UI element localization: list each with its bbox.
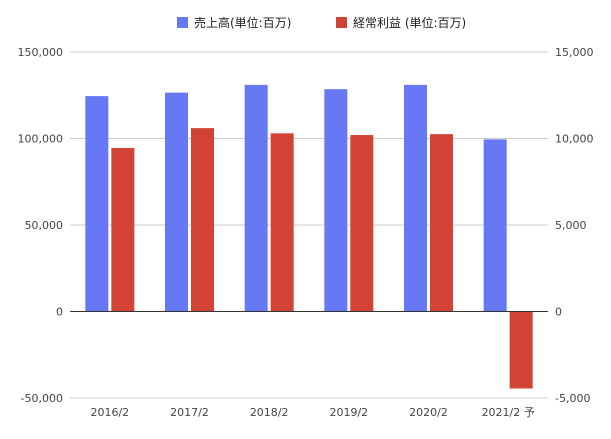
right-tick-label: 10,000 <box>555 133 594 146</box>
x-tick-label: 2016/2 <box>90 406 129 419</box>
bar-profit <box>111 148 135 312</box>
bar-profit <box>430 134 453 312</box>
left-tick-label: 150,000 <box>18 46 64 59</box>
right-tick-label: 0 <box>555 306 562 319</box>
bar-revenue <box>404 84 427 312</box>
bars <box>85 84 533 389</box>
bar-profit <box>270 133 294 312</box>
x-tick-label: 2018/2 <box>250 406 289 419</box>
bar-revenue <box>483 139 507 312</box>
legend-label-profit: 経常利益 (単位:百万) <box>353 15 466 30</box>
right-y-axis: -5,000 0 5,000 10,000 15,000 <box>555 46 594 405</box>
right-tick-label: -5,000 <box>555 392 590 405</box>
x-axis: 2016/2 2017/2 2018/2 2019/2 2020/2 2021/2 予 <box>90 406 534 419</box>
x-tick-label: 2017/2 <box>170 406 209 419</box>
right-tick-label: 5,000 <box>555 219 587 232</box>
gridlines <box>70 51 548 399</box>
legend-swatch-profit <box>336 17 347 28</box>
x-tick-label: 2021/2 予 <box>482 406 535 419</box>
bar-profit <box>350 135 374 312</box>
x-tick-label: 2020/2 <box>409 406 448 419</box>
left-tick-label: 100,000 <box>18 133 64 146</box>
bar-profit <box>191 128 214 312</box>
left-tick-label: -50,000 <box>21 392 63 405</box>
x-tick-label: 2019/2 <box>329 406 368 419</box>
bar-revenue <box>165 92 188 312</box>
bar-profit <box>509 311 533 389</box>
legend-swatch-revenue <box>177 17 188 28</box>
left-tick-label: 0 <box>56 306 63 319</box>
bar-revenue <box>85 96 109 312</box>
right-tick-label: 15,000 <box>555 46 594 59</box>
legend-label-revenue: 売上高(単位:百万) <box>194 15 291 30</box>
left-tick-label: 50,000 <box>25 219 64 232</box>
bar-revenue <box>324 89 348 312</box>
left-y-axis: -50,000 0 50,000 100,000 150,000 <box>18 46 64 405</box>
legend: 売上高(単位:百万) 経常利益 (単位:百万) <box>177 15 466 30</box>
bar-revenue <box>244 84 268 312</box>
